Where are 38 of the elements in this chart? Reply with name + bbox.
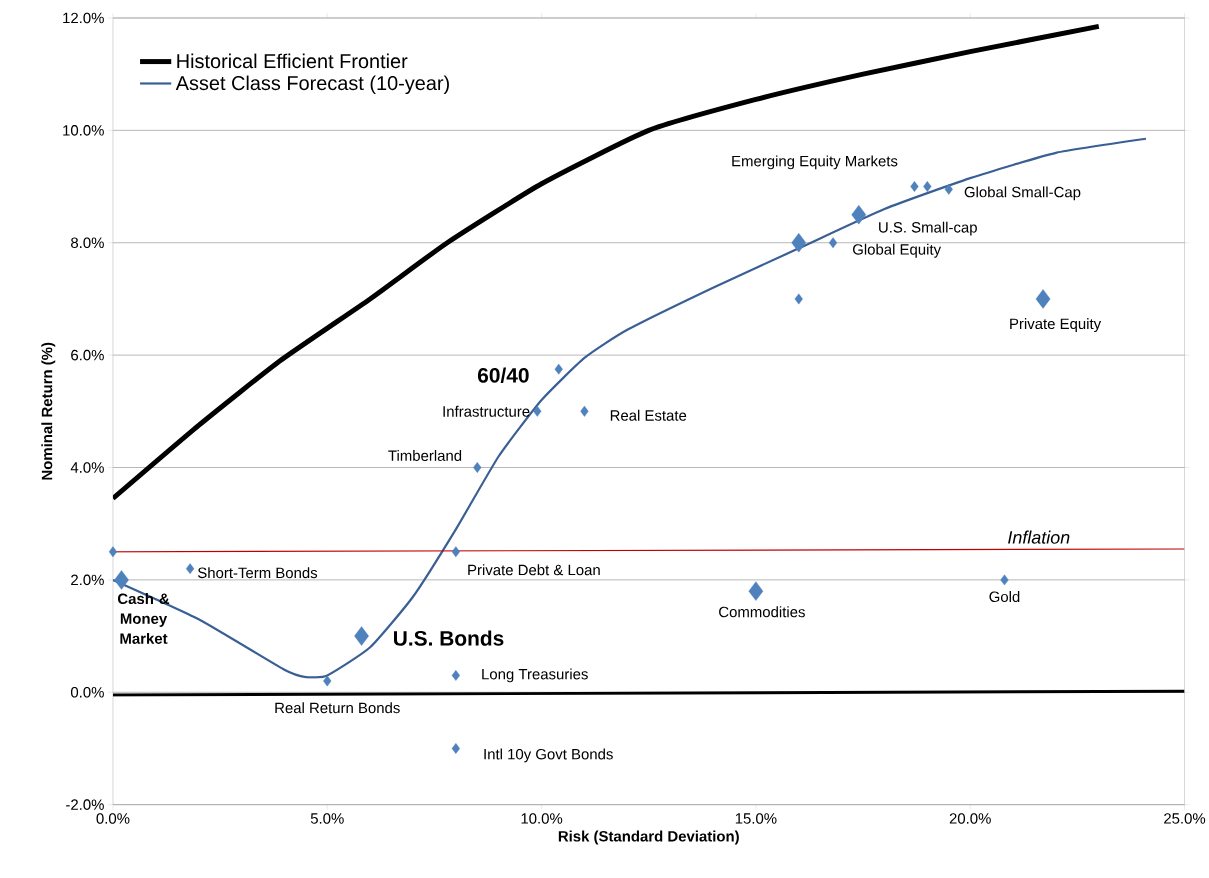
- annotation: Long Treasuries: [482, 668, 588, 683]
- annotation: Global Small-Cap: [964, 186, 1081, 201]
- x-tick-label: 10.0%: [521, 813, 563, 824]
- y-tick-label: -2.0%: [66, 799, 104, 811]
- y-tick-label: 10.0%: [63, 125, 104, 136]
- line-series: [112, 24, 1102, 502]
- annotation: Short-Term Bonds: [197, 567, 318, 579]
- annotation: Intl 10y Govt Bonds: [484, 748, 613, 763]
- x-axis-title: Risk (Standard Deviation): [558, 830, 739, 845]
- x-tick-label: 25.0%: [1164, 813, 1206, 824]
- annotation: Inflation: [1008, 530, 1070, 544]
- annotation: U.S. Small-cap: [879, 221, 977, 236]
- annotation: Real Return Bonds: [275, 702, 400, 714]
- y-tick-label: 4.0%: [70, 462, 104, 473]
- legend-label: Asset Class Forecast (10-year): [175, 75, 449, 95]
- annotation: Private Debt & Loan: [468, 564, 600, 576]
- legend-label: Historical Efficient Frontier: [177, 53, 408, 69]
- annotation: Global Equity: [852, 243, 942, 258]
- annotation: Gold: [989, 591, 1020, 603]
- y-axis-title: Nominal Return (%): [41, 342, 56, 480]
- x-tick-label: 0.0%: [96, 813, 130, 824]
- x-tick-label: 20.0%: [949, 813, 991, 824]
- annotation: Cash & Money Market: [117, 593, 170, 645]
- y-tick-label: 2.0%: [71, 574, 104, 586]
- annotation: Infrastructure: [443, 406, 530, 417]
- annotation: Commodities: [719, 606, 805, 618]
- y-tick-label: 12.0%: [63, 12, 104, 24]
- y-tick-label: 6.0%: [71, 350, 104, 361]
- annotation: 60/40: [477, 367, 529, 384]
- x-tick-label: 5.0%: [310, 813, 344, 824]
- annotation: Emerging Equity Markets: [732, 155, 898, 170]
- x-tick-label: 15.0%: [735, 813, 777, 824]
- annotation: Timberland: [388, 450, 462, 462]
- annotation: Real Estate: [610, 410, 687, 421]
- y-tick-label: 8.0%: [71, 237, 104, 249]
- y-tick-label: 0.0%: [70, 687, 104, 698]
- annotation: U.S. Bonds: [393, 630, 504, 646]
- annotation: Private Equity: [1010, 318, 1102, 333]
